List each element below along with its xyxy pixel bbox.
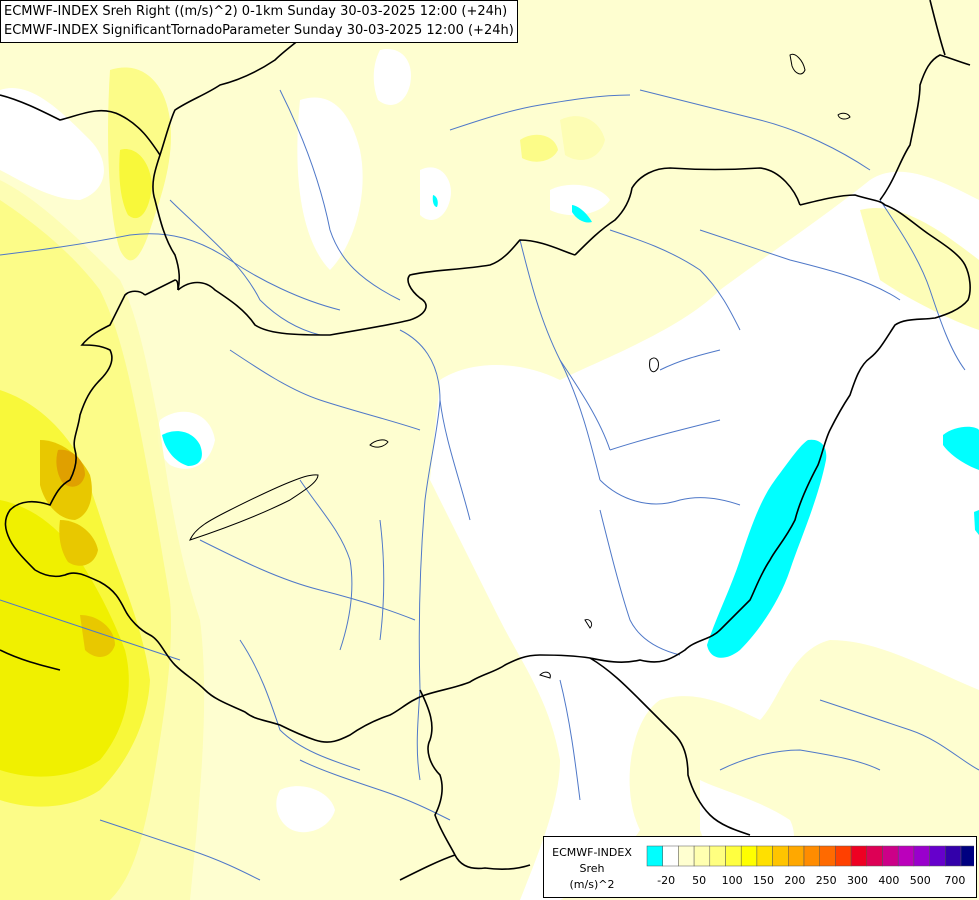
color-legend: ECMWF-INDEX Sreh (m/s)^2 -20 50 100 150 200 2… bbox=[543, 836, 977, 898]
legend-tick-label: 200 bbox=[784, 874, 806, 887]
legend-swatch bbox=[678, 845, 695, 867]
legend-swatch bbox=[693, 845, 711, 867]
legend-tick-label: 500 bbox=[909, 874, 931, 887]
legend-swatch bbox=[835, 845, 852, 867]
legend-swatch bbox=[960, 845, 974, 867]
legend-tick-labels: -20 50 100 150 200 250 300 400 500 700 bbox=[648, 874, 978, 890]
legend-tick-label: 150 bbox=[753, 874, 774, 887]
legend-swatch bbox=[740, 845, 758, 867]
legend-swatch bbox=[882, 845, 899, 867]
sreh-field-orange bbox=[56, 449, 85, 487]
legend-tick-label: 300 bbox=[847, 874, 869, 887]
legend-swatch bbox=[866, 845, 883, 867]
legend-swatch bbox=[709, 845, 726, 867]
legend-swatch bbox=[945, 845, 962, 867]
legend-tick-label: 700 bbox=[944, 874, 966, 887]
legend-swatch bbox=[929, 845, 946, 867]
sreh-field-yellow bbox=[0, 500, 129, 777]
legend-color-bar bbox=[646, 845, 974, 867]
legend-unit: (m/s)^2 bbox=[569, 878, 615, 891]
legend-swatch bbox=[788, 845, 805, 867]
lakes bbox=[189, 53, 851, 541]
map-title-box: ECMWF-INDEX Sreh Right ((m/s)^2) 0-1km S… bbox=[0, 0, 518, 43]
legend-swatch bbox=[850, 845, 868, 867]
legend-swatch bbox=[725, 845, 742, 867]
sreh-field-cyan bbox=[162, 195, 979, 658]
legend-title: ECMWF-INDEX bbox=[552, 846, 632, 859]
legend-variable: Sreh bbox=[579, 862, 605, 875]
minor-boundaries bbox=[539, 619, 593, 679]
legend-swatch bbox=[756, 845, 773, 867]
legend-swatch bbox=[897, 845, 915, 867]
legend-tick-label: 400 bbox=[878, 874, 900, 887]
map-title-line-2: ECMWF-INDEX SignificantTornadoParameter … bbox=[4, 23, 514, 38]
legend-tick-label: 250 bbox=[815, 874, 837, 887]
map-title-line-1: ECMWF-INDEX Sreh Right ((m/s)^2) 0-1km S… bbox=[4, 4, 508, 19]
legend-swatch bbox=[662, 845, 679, 867]
legend-swatch bbox=[772, 845, 789, 867]
legend-swatch bbox=[803, 845, 820, 867]
legend-tick-label: -20 bbox=[657, 874, 676, 887]
legend-swatch bbox=[819, 845, 836, 867]
legend-tick-label: 50 bbox=[692, 874, 707, 887]
legend-tick-label: 100 bbox=[721, 874, 743, 887]
legend-swatch bbox=[646, 845, 663, 867]
legend-swatch bbox=[913, 845, 930, 867]
country-borders bbox=[0, 0, 971, 881]
rivers bbox=[0, 89, 979, 881]
